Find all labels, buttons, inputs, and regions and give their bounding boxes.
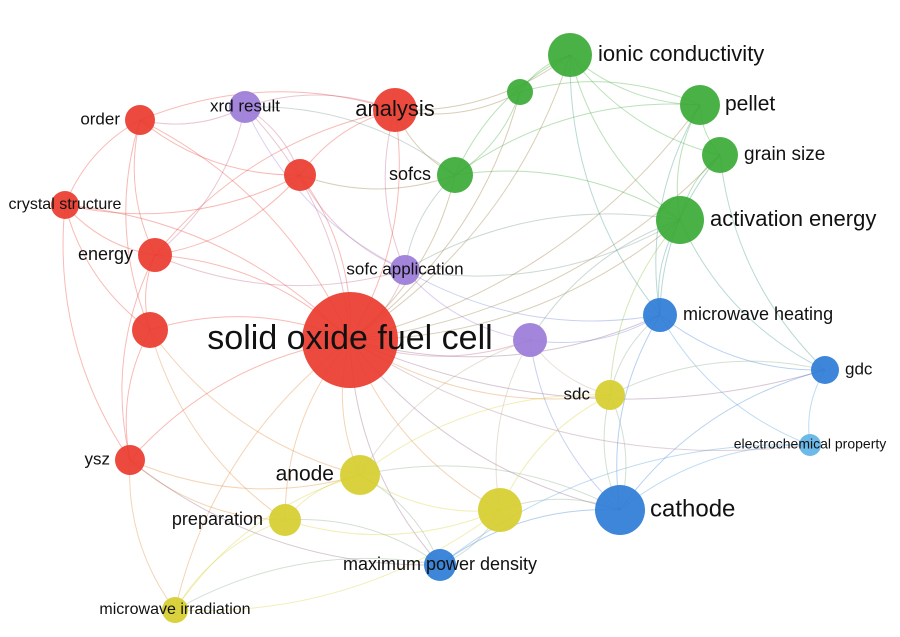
node-anode	[340, 455, 380, 495]
node-cathode	[595, 485, 645, 535]
node-analysis	[373, 88, 417, 132]
node-red_a	[284, 159, 316, 191]
node-pellet	[680, 85, 720, 125]
node-purple_a	[513, 323, 547, 357]
node-actE	[656, 196, 704, 244]
edge	[660, 315, 825, 370]
edge	[65, 120, 140, 205]
nodes-layer	[51, 33, 839, 623]
node-gdc	[811, 356, 839, 384]
edge	[405, 220, 680, 276]
edge	[63, 205, 130, 460]
edge	[126, 120, 150, 330]
label-order: order	[80, 109, 120, 128]
label-sdc: sdc	[564, 384, 591, 403]
edges-layer	[63, 55, 825, 611]
edge	[300, 175, 455, 189]
edge	[134, 120, 155, 255]
node-maxpd	[424, 549, 456, 581]
edge	[285, 510, 500, 535]
node-red_b	[132, 312, 168, 348]
edge	[610, 361, 825, 395]
edge	[122, 255, 155, 460]
edge	[395, 55, 570, 110]
node-grain	[702, 137, 738, 173]
edge	[175, 475, 360, 610]
edge	[175, 340, 350, 610]
node-mwheat	[643, 298, 677, 332]
edge	[126, 330, 150, 460]
edge	[455, 55, 570, 175]
edge	[130, 460, 175, 610]
edge	[405, 270, 660, 321]
label-ysz: ysz	[85, 449, 111, 468]
node-xrd	[229, 91, 261, 123]
node-sofcs	[437, 157, 473, 193]
edge	[620, 445, 810, 510]
label-prep: preparation	[172, 509, 263, 529]
label-cathode: cathode	[650, 495, 735, 522]
node-sofcapp	[390, 255, 420, 285]
edge	[500, 395, 610, 510]
node-ioncond	[548, 33, 592, 77]
edge	[530, 315, 660, 343]
edge	[530, 340, 620, 510]
node-green_a	[507, 79, 533, 105]
node-echem	[799, 434, 821, 456]
label-ioncond: ionic conductivity	[598, 41, 764, 66]
edge	[620, 370, 825, 510]
node-order	[125, 105, 155, 135]
node-energy	[138, 238, 172, 272]
label-mwheat: microwave heating	[683, 304, 833, 324]
node-ysz	[115, 445, 145, 475]
edge	[175, 558, 440, 610]
node-yellow_a	[478, 488, 522, 532]
label-anode: anode	[276, 463, 334, 486]
edge	[150, 330, 285, 520]
label-sofcs: sofcs	[389, 164, 431, 184]
node-prep	[269, 504, 301, 536]
edge	[140, 92, 395, 120]
edge	[155, 175, 300, 255]
node-sdc	[595, 380, 625, 410]
node-sofc	[302, 292, 398, 388]
label-pellet: pellet	[725, 93, 775, 116]
label-gdc: gdc	[845, 359, 873, 378]
node-crystal	[51, 191, 79, 219]
edge	[405, 214, 680, 270]
node-mwirr	[162, 597, 188, 623]
edge	[520, 82, 700, 105]
edge	[175, 520, 285, 610]
edge	[360, 395, 610, 475]
edge	[245, 95, 395, 110]
keyword-network: solid oxide fuel cellanalysisordercrysta…	[0, 0, 900, 637]
label-grain: grain size	[744, 144, 825, 165]
edge	[617, 315, 660, 510]
edge	[140, 120, 300, 175]
edge	[245, 107, 455, 175]
edge	[440, 510, 620, 565]
edge	[350, 340, 825, 399]
edge	[300, 175, 405, 270]
edge	[65, 205, 150, 330]
